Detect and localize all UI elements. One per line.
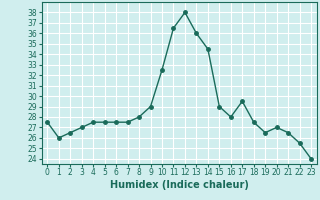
X-axis label: Humidex (Indice chaleur): Humidex (Indice chaleur): [110, 180, 249, 190]
